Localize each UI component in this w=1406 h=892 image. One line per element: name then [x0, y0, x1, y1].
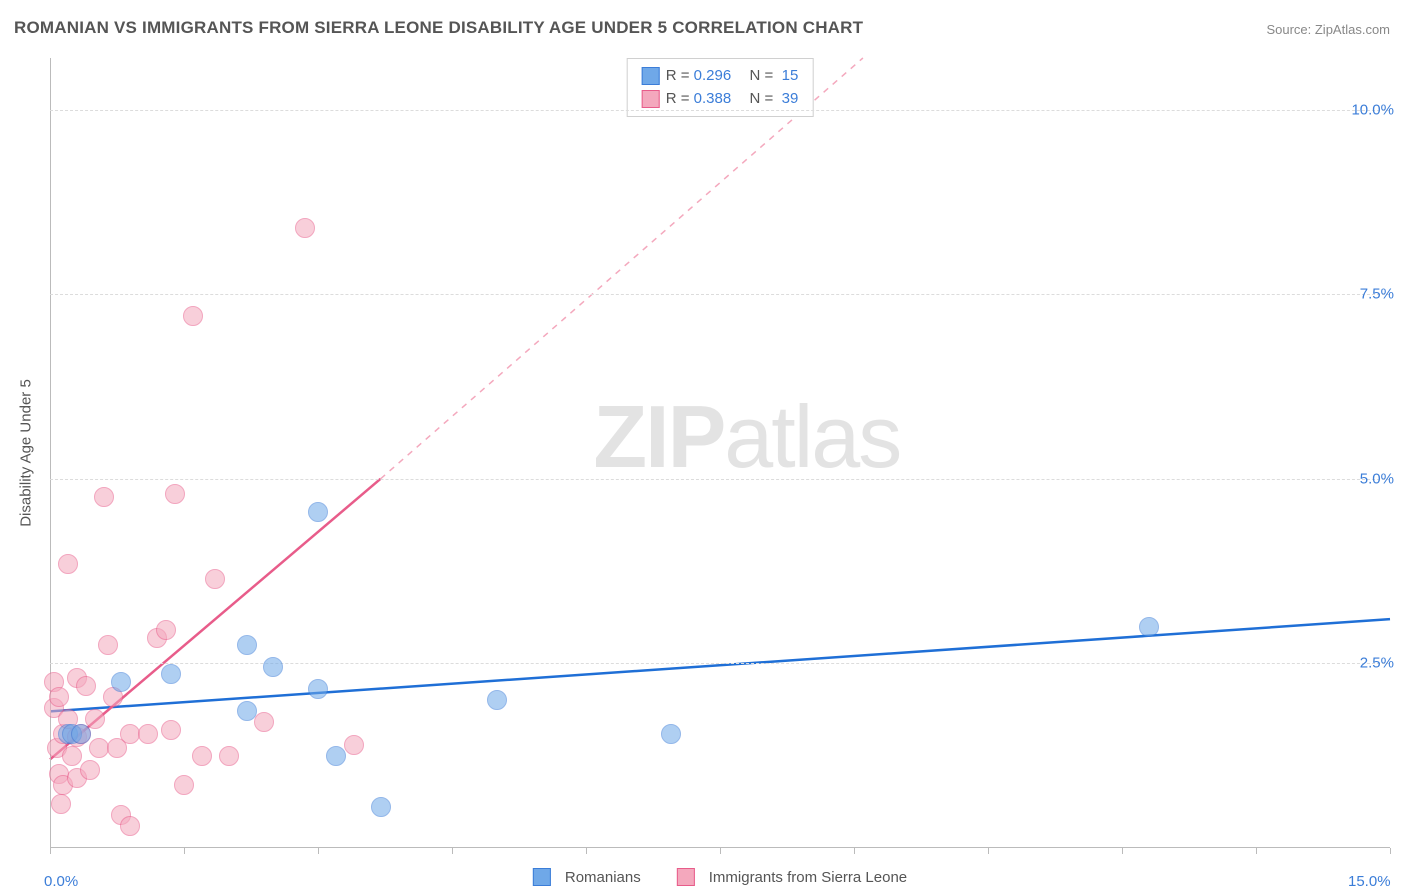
n-label: N = — [750, 67, 774, 84]
r-label: R = — [666, 90, 690, 107]
n-label: N = — [750, 90, 774, 107]
data-point-pink — [76, 676, 96, 696]
gridline — [50, 663, 1390, 664]
gridline — [50, 479, 1390, 480]
swatch-pink-icon — [642, 90, 660, 108]
r-value-blue: 0.296 — [694, 67, 732, 84]
x-tick — [318, 848, 319, 854]
data-point-pink — [138, 724, 158, 744]
data-point-blue — [161, 664, 181, 684]
data-point-pink — [94, 487, 114, 507]
data-point-blue — [326, 746, 346, 766]
data-point-pink — [205, 569, 225, 589]
watermark-bold: ZIP — [593, 387, 724, 486]
data-point-blue — [308, 679, 328, 699]
data-point-blue — [487, 690, 507, 710]
data-point-pink — [219, 746, 239, 766]
data-point-pink — [156, 620, 176, 640]
data-point-blue — [111, 672, 131, 692]
legend-item-pink: Immigrants from Sierra Leone — [677, 868, 907, 886]
data-point-pink — [80, 760, 100, 780]
data-point-pink — [254, 712, 274, 732]
data-point-pink — [62, 746, 82, 766]
data-point-pink — [295, 218, 315, 238]
data-point-pink — [51, 794, 71, 814]
x-axis-label: 15.0% — [1348, 873, 1391, 890]
swatch-blue-icon — [642, 67, 660, 85]
swatch-blue-icon — [533, 868, 551, 886]
x-tick — [184, 848, 185, 854]
x-tick — [1256, 848, 1257, 854]
x-tick — [452, 848, 453, 854]
legend-label-blue: Romanians — [565, 869, 641, 886]
data-point-pink — [183, 306, 203, 326]
data-point-blue — [237, 701, 257, 721]
gridline — [50, 294, 1390, 295]
data-point-blue — [661, 724, 681, 744]
chart-title: ROMANIAN VS IMMIGRANTS FROM SIERRA LEONE… — [14, 18, 863, 38]
legend-row-blue: R = 0.296 N = 15 — [642, 65, 799, 88]
x-tick — [1122, 848, 1123, 854]
data-point-blue — [1139, 617, 1159, 637]
y-tick-label: 5.0% — [1360, 470, 1394, 487]
x-tick — [988, 848, 989, 854]
y-tick-label: 10.0% — [1351, 101, 1394, 118]
x-tick — [1390, 848, 1391, 854]
watermark-rest: atlas — [724, 387, 900, 486]
x-tick — [50, 848, 51, 854]
data-point-blue — [371, 797, 391, 817]
source-attribution: Source: ZipAtlas.com — [1266, 22, 1390, 37]
x-tick — [720, 848, 721, 854]
gridline — [50, 110, 1390, 111]
series-legend: Romanians Immigrants from Sierra Leone — [533, 868, 907, 886]
x-axis-label: 0.0% — [44, 873, 78, 890]
watermark: ZIPatlas — [593, 386, 900, 488]
x-tick — [586, 848, 587, 854]
legend-label-pink: Immigrants from Sierra Leone — [709, 869, 907, 886]
data-point-pink — [165, 484, 185, 504]
data-point-pink — [49, 687, 69, 707]
n-value-blue: 15 — [782, 67, 799, 84]
y-tick-label: 7.5% — [1360, 286, 1394, 303]
data-point-blue — [71, 724, 91, 744]
correlation-legend: R = 0.296 N = 15 R = 0.388 N = 39 — [627, 58, 814, 117]
data-point-blue — [263, 657, 283, 677]
y-axis-label: Disability Age Under 5 — [18, 379, 35, 527]
data-point-pink — [120, 816, 140, 836]
data-point-pink — [161, 720, 181, 740]
legend-item-blue: Romanians — [533, 868, 641, 886]
legend-row-pink: R = 0.388 N = 39 — [642, 88, 799, 111]
data-point-pink — [192, 746, 212, 766]
data-point-blue — [237, 635, 257, 655]
r-label: R = — [666, 67, 690, 84]
x-tick — [854, 848, 855, 854]
data-point-pink — [98, 635, 118, 655]
data-point-pink — [58, 554, 78, 574]
y-tick-label: 2.5% — [1360, 655, 1394, 672]
data-point-pink — [344, 735, 364, 755]
data-point-pink — [174, 775, 194, 795]
plot-area: Disability Age Under 5 ZIPatlas R = 0.29… — [50, 58, 1390, 848]
n-value-pink: 39 — [782, 90, 799, 107]
swatch-pink-icon — [677, 868, 695, 886]
trend-lines-layer — [50, 58, 1390, 848]
data-point-blue — [308, 502, 328, 522]
r-value-pink: 0.388 — [694, 90, 732, 107]
